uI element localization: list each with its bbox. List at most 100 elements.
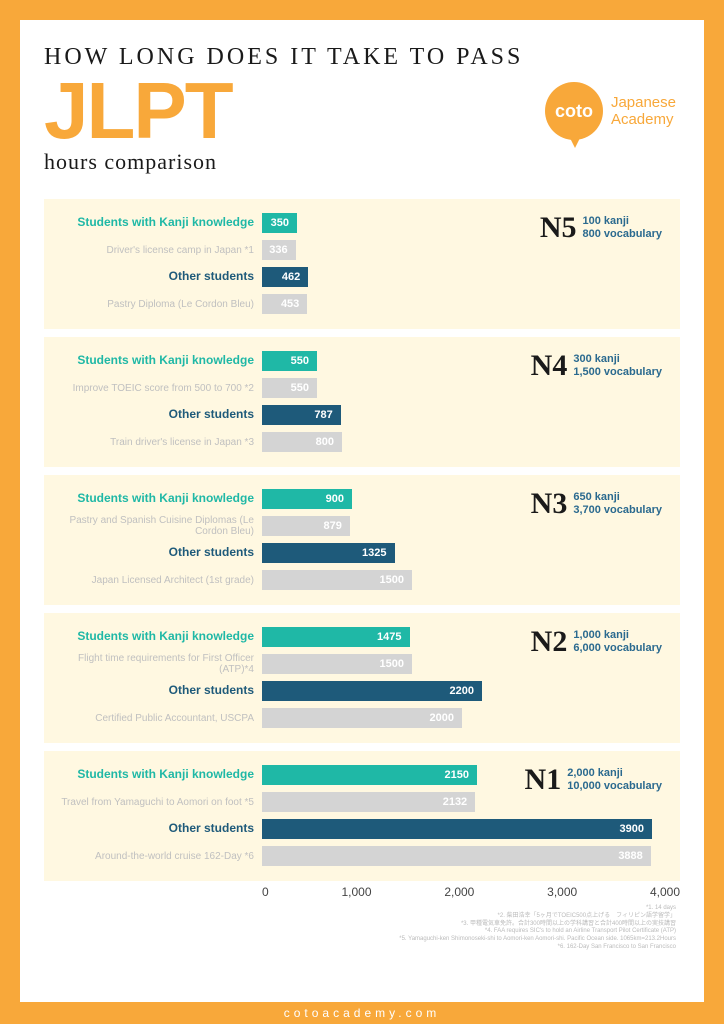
bar: 350	[262, 213, 297, 233]
level-vocab-count: 3,700 vocabulary	[573, 504, 662, 517]
bar-row: Other students462	[44, 265, 680, 289]
bar: 1475	[262, 627, 410, 647]
logo-bubble-icon: coto	[545, 82, 603, 140]
row-label: Other students	[44, 546, 262, 559]
level-name: N1	[525, 763, 562, 797]
bar-area: 3900	[262, 819, 680, 839]
level-name: N5	[540, 211, 577, 245]
outer-frame: HOW LONG DOES IT TAKE TO PASS JLPT hours…	[0, 0, 724, 1024]
bar-area: 2000	[262, 708, 680, 728]
axis-tick: 3,000	[474, 885, 577, 899]
bar: 879	[262, 516, 350, 536]
bar-area: 787	[262, 405, 680, 425]
bar: 2200	[262, 681, 482, 701]
bar: 1325	[262, 543, 395, 563]
footnote-line: *6. 162-Day San Francisco to San Francis…	[44, 944, 676, 952]
footnote-line: *3. 甲種電気車免許。合計300時間以上の学科講習と合計400時間以上の実技講…	[44, 921, 676, 929]
bar-area: 462	[262, 267, 680, 287]
bar: 2150	[262, 765, 477, 785]
level-block: Students with Kanji knowledge550Improve …	[44, 337, 680, 467]
level-block: Students with Kanji knowledge2150 Travel …	[44, 751, 680, 881]
bar: 900	[262, 489, 352, 509]
row-label: Other students	[44, 270, 262, 283]
bar: 800	[262, 432, 342, 452]
logo-line2: Academy	[611, 111, 676, 128]
bar-area: 3888	[262, 846, 680, 866]
level-tag: N21,000 kanji6,000 vocabulary	[531, 625, 662, 659]
level-kanji-count: 1,000 kanji	[573, 629, 662, 642]
footnotes: *1. 14 days*2. 柴田浩幸「5ヶ月でTOEIC500点上げる フィリ…	[44, 905, 680, 952]
level-tag: N5100 kanji800 vocabulary	[540, 211, 662, 245]
level-info: 1,000 kanji6,000 vocabulary	[573, 629, 662, 655]
row-label: Train driver's license in Japan *3	[44, 437, 262, 448]
row-label: Travel from Yamaguchi to Aomori on foot …	[44, 797, 262, 808]
level-info: 300 kanji1,500 vocabulary	[573, 353, 662, 379]
bar: 2000	[262, 708, 462, 728]
level-name: N4	[531, 349, 568, 383]
level-vocab-count: 800 vocabulary	[583, 228, 663, 241]
bar: 550	[262, 378, 317, 398]
bar-row: Other students2200	[44, 679, 680, 703]
level-info: 2,000 kanji10,000 vocabulary	[567, 767, 662, 793]
footer-url: cotoacademy.com	[0, 1002, 724, 1024]
bar: 787	[262, 405, 341, 425]
level-kanji-count: 650 kanji	[573, 491, 662, 504]
bar-row: Train driver's license in Japan *3800	[44, 430, 680, 454]
level-tag: N4300 kanji1,500 vocabulary	[531, 349, 662, 383]
logo-text: Japanese Academy	[611, 94, 676, 129]
bar: 453	[262, 294, 307, 314]
bar: 1500	[262, 570, 412, 590]
bar: 550	[262, 351, 317, 371]
row-label: Students with Kanji knowledge	[44, 492, 262, 505]
level-info: 100 kanji800 vocabulary	[583, 215, 663, 241]
axis-tick: 0	[262, 885, 269, 899]
bar-area: 2200	[262, 681, 680, 701]
row-label: Around-the-world cruise 162-Day *6	[44, 851, 262, 862]
row-label: Students with Kanji knowledge	[44, 630, 262, 643]
bar-row: Other students3900	[44, 817, 680, 841]
row-label: Driver's license camp in Japan *1	[44, 245, 262, 256]
row-label: Students with Kanji knowledge	[44, 768, 262, 781]
level-block: Students with Kanji knowledge350 Driver's…	[44, 199, 680, 329]
axis-tick: 1,000	[269, 885, 372, 899]
bar-row: Other students787	[44, 403, 680, 427]
row-label: Other students	[44, 822, 262, 835]
bar: 2132	[262, 792, 475, 812]
bar-row: Certified Public Accountant, USCPA2000	[44, 706, 680, 730]
footnote-line: *4. FAA requires SIC's to hold an Airlin…	[44, 928, 676, 936]
level-vocab-count: 6,000 vocabulary	[573, 642, 662, 655]
inner-page: HOW LONG DOES IT TAKE TO PASS JLPT hours…	[20, 20, 704, 1004]
bar: 1500	[262, 654, 412, 674]
bar-area: 800	[262, 432, 680, 452]
row-label: Students with Kanji knowledge	[44, 216, 262, 229]
chart-area: Students with Kanji knowledge350Driver's…	[44, 199, 680, 881]
x-axis: 01,0002,0003,0004,000	[44, 885, 680, 899]
level-info: 650 kanji3,700 vocabulary	[573, 491, 662, 517]
footnote-line: *1. 14 days	[44, 905, 676, 913]
row-label: Pastry Diploma (Le Cordon Bleu)	[44, 299, 262, 310]
bar-area: 1325	[262, 543, 680, 563]
footnote-line: *5. Yamaguchi-ken Shimonoseki-shi to Aom…	[44, 936, 676, 944]
level-kanji-count: 2,000 kanji	[567, 767, 662, 780]
row-label: Students with Kanji knowledge	[44, 354, 262, 367]
level-tag: N12,000 kanji10,000 vocabulary	[525, 763, 662, 797]
row-label: Other students	[44, 408, 262, 421]
bar-row: Japan Licensed Architect (1st grade)1500	[44, 568, 680, 592]
level-name: N2	[531, 625, 568, 659]
logo: coto Japanese Academy	[545, 82, 676, 140]
row-label: Improve TOEIC score from 500 to 700 *2	[44, 383, 262, 394]
bar: 462	[262, 267, 308, 287]
bar-row: Other students1325	[44, 541, 680, 565]
level-kanji-count: 100 kanji	[583, 215, 663, 228]
axis-tick: 4,000	[577, 885, 680, 899]
axis-tick: 2,000	[372, 885, 475, 899]
bar-row: Pastry Diploma (Le Cordon Bleu)453	[44, 292, 680, 316]
row-label: Certified Public Accountant, USCPA	[44, 713, 262, 724]
row-label: Flight time requirements for First Offic…	[44, 653, 262, 675]
level-block: Students with Kanji knowledge900Pastry a…	[44, 475, 680, 605]
logo-line1: Japanese	[611, 94, 676, 111]
bar-row: Around-the-world cruise 162-Day *63888	[44, 844, 680, 868]
bar: 3888	[262, 846, 651, 866]
level-kanji-count: 300 kanji	[573, 353, 662, 366]
row-label: Japan Licensed Architect (1st grade)	[44, 575, 262, 586]
